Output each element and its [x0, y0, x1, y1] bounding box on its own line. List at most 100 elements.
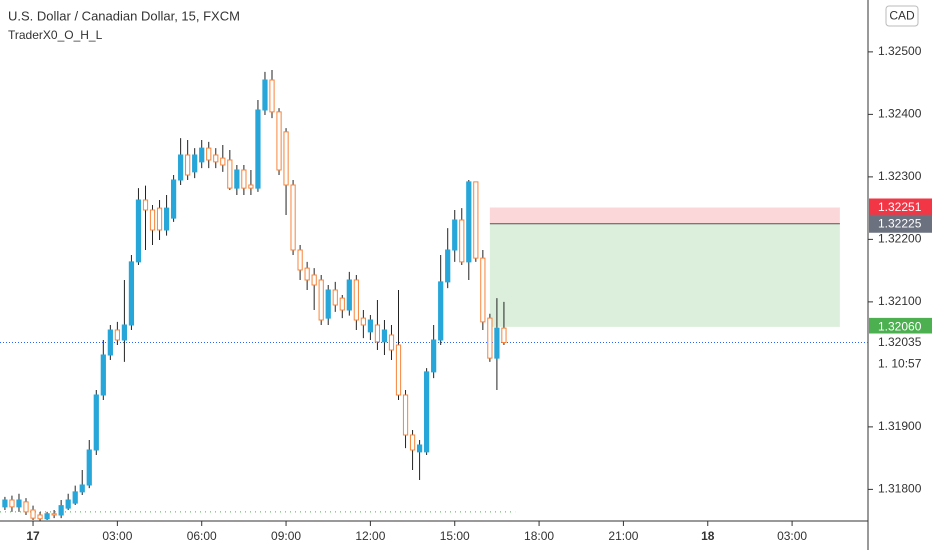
- candle-body: [58, 505, 64, 516]
- candle-body: [227, 159, 233, 189]
- price-label: 1.32060: [878, 320, 922, 334]
- candle-body: [304, 267, 310, 281]
- candle-body: [311, 274, 317, 286]
- x-tick-label: 09:00: [271, 529, 301, 543]
- x-tick-label: 03:00: [777, 529, 807, 543]
- price-label-box: [869, 198, 932, 217]
- candle-body: [44, 513, 50, 520]
- candle-body: [16, 499, 22, 508]
- candle-body: [213, 154, 219, 163]
- candle-body: [121, 324, 128, 341]
- last-price-box: [869, 333, 932, 352]
- y-tick-label: 1.32500: [878, 44, 922, 58]
- candle-body: [23, 501, 29, 513]
- candle-body: [51, 513, 57, 516]
- y-tick-label: 1.32200: [878, 232, 922, 246]
- candle-body: [459, 219, 465, 263]
- candle-body: [234, 169, 240, 189]
- price-label-box: [869, 317, 932, 336]
- candle-body: [332, 289, 338, 306]
- candle-body: [360, 317, 366, 326]
- price-label: 1.32225: [878, 216, 922, 230]
- candle-body: [163, 207, 170, 231]
- candle-body: [501, 327, 507, 343]
- candle-body: [480, 257, 486, 323]
- candle-body: [262, 79, 268, 111]
- currency-label: CAD: [889, 9, 915, 23]
- candle-body: [424, 371, 430, 453]
- candle-body: [466, 181, 472, 263]
- candle-body: [494, 327, 500, 359]
- candle-body: [339, 297, 345, 311]
- x-tick-label: 15:00: [440, 529, 470, 543]
- candle-body: [37, 514, 43, 520]
- stop-zone: [489, 207, 840, 224]
- candle-body: [438, 281, 444, 341]
- price-label-box: [869, 214, 932, 233]
- candle-body: [374, 324, 381, 343]
- candle-body: [114, 329, 120, 341]
- y-tick-label: 1.32400: [878, 107, 922, 121]
- x-tick-label: 17: [26, 529, 40, 543]
- candle-body: [178, 154, 184, 181]
- candle-body: [2, 499, 8, 508]
- candle-body: [100, 354, 106, 396]
- x-tick-label: 12:00: [355, 529, 385, 543]
- candle-body: [409, 434, 416, 451]
- currency-button[interactable]: [885, 5, 919, 27]
- candle-body: [220, 157, 226, 166]
- candle-body: [452, 219, 458, 251]
- candle-body: [388, 334, 395, 351]
- candle-body: [487, 317, 493, 359]
- candle-body: [135, 199, 142, 263]
- y-tick-label: 1.32300: [878, 169, 922, 183]
- candle-body: [416, 444, 423, 453]
- candle-body: [255, 109, 261, 189]
- candle-body: [473, 181, 479, 259]
- y-tick-label: 1.32100: [878, 294, 922, 308]
- candle-body: [445, 249, 451, 283]
- candle-body: [269, 79, 275, 113]
- x-tick-label: 18: [701, 529, 715, 543]
- candle-body: [65, 499, 71, 509]
- candle-body: [192, 154, 198, 173]
- chart-title: U.S. Dollar / Canadian Dollar, 15, FXCM: [8, 8, 240, 23]
- candle-body: [170, 179, 177, 219]
- y-tick-label: 1.31800: [878, 482, 922, 496]
- candle-body: [107, 329, 113, 356]
- indicator-name: TraderX0_O_H_L: [8, 28, 103, 42]
- candle-body: [297, 249, 303, 271]
- x-tick-label: 03:00: [102, 529, 132, 543]
- candle-body: [72, 491, 78, 504]
- candle-body: [325, 289, 331, 319]
- countdown-box: [869, 354, 932, 373]
- candle-body: [276, 111, 282, 171]
- candle-body: [185, 154, 191, 176]
- candle-body: [402, 394, 409, 436]
- candle-body: [318, 279, 324, 321]
- price-label: 1.32251: [878, 200, 922, 214]
- last-price-label: 1.32035: [878, 335, 922, 349]
- candle-body: [142, 199, 149, 211]
- candle-body: [79, 484, 85, 493]
- y-tick-label: 1.31900: [878, 419, 922, 433]
- x-tick-label: 18:00: [524, 529, 554, 543]
- candle-body: [381, 329, 388, 343]
- candle-body: [9, 499, 15, 508]
- candle-body: [93, 394, 99, 451]
- x-tick-label: 21:00: [608, 529, 638, 543]
- candle-body: [156, 207, 163, 231]
- candle-body: [353, 279, 359, 321]
- target-zone: [489, 223, 840, 327]
- candle-body: [346, 279, 352, 311]
- candle-body: [206, 147, 212, 161]
- candle-body: [199, 147, 205, 163]
- x-tick-label: 06:00: [187, 529, 217, 543]
- candle-body: [290, 184, 296, 251]
- candle-body: [395, 344, 402, 396]
- countdown: 1. 10:57: [878, 357, 922, 371]
- candle-body: [241, 169, 247, 189]
- candle-body: [128, 261, 135, 326]
- candle-body: [149, 209, 156, 231]
